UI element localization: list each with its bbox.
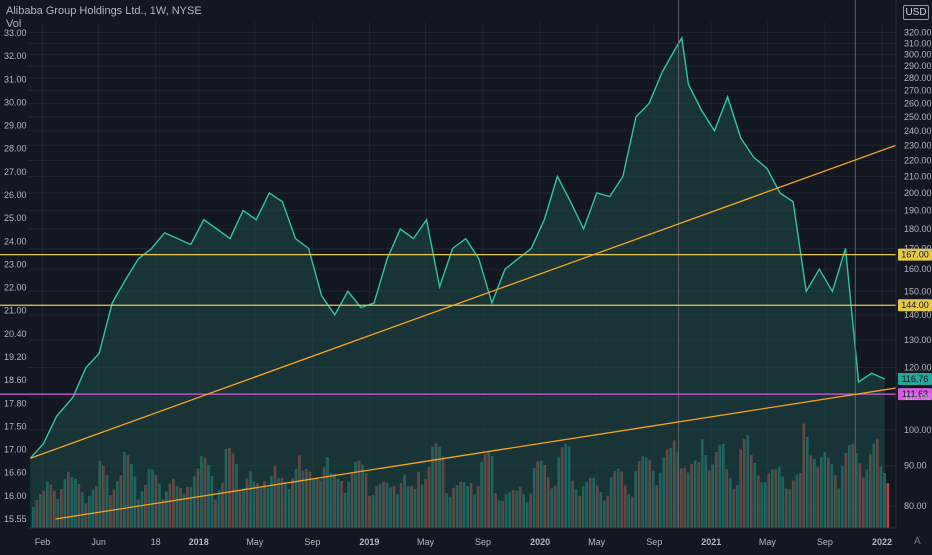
right-tick-label: 110.00 bbox=[904, 392, 931, 402]
right-tick-label: 300.00 bbox=[904, 50, 932, 60]
right-tick-label: 270.00 bbox=[904, 86, 932, 96]
left-tick-label: 31.00 bbox=[4, 74, 27, 84]
left-tick-label: 32.00 bbox=[4, 51, 27, 61]
price-line bbox=[29, 35, 886, 459]
left-tick-label: 27.00 bbox=[4, 167, 27, 177]
left-tick-label: 17.00 bbox=[4, 445, 27, 455]
right-tick-label: 210.00 bbox=[904, 171, 932, 181]
time-tick-label: Sep bbox=[475, 537, 491, 547]
chart-legend: Alibaba Group Holdings Ltd., 1W, NYSE Vo… bbox=[6, 5, 202, 31]
right-tick-label: 160.00 bbox=[904, 264, 932, 274]
right-tick-label: 230.00 bbox=[904, 140, 932, 150]
left-tick-label: 24.00 bbox=[4, 236, 27, 246]
time-tick-label: 2018 bbox=[189, 537, 209, 547]
left-tick-label: 33.00 bbox=[4, 28, 27, 38]
left-price-scale: 33.00 32.00 31.00 30.00 29.00 28.00 27.00 26.00… bbox=[4, 28, 27, 524]
left-tick-label: 20.40 bbox=[4, 329, 27, 339]
left-tick-label: 22.00 bbox=[4, 283, 27, 293]
right-tick-label: 120.00 bbox=[904, 362, 932, 372]
level-price-tag bbox=[898, 373, 932, 386]
time-tick-label: 2020 bbox=[530, 537, 550, 547]
price-area-fill bbox=[30, 37, 885, 529]
trend-line bbox=[30, 144, 897, 459]
left-tick-label: 16.60 bbox=[4, 468, 27, 478]
left-tick-label: 18.60 bbox=[4, 375, 27, 385]
right-tick-label: 190.00 bbox=[904, 206, 932, 216]
time-tick-label: May bbox=[417, 537, 435, 547]
legend-title: Alibaba Group Holdings Ltd., 1W, NYSE bbox=[6, 5, 202, 17]
left-tick-label: 15.55 bbox=[4, 514, 27, 524]
drawing-lines: 167.00 144.00 116.76 111.63 bbox=[0, 0, 932, 528]
time-tick-label: Sep bbox=[646, 537, 662, 547]
time-tick-label: Sep bbox=[817, 537, 833, 547]
right-tick-label: 320.00 bbox=[904, 28, 932, 38]
right-tick-label: 200.00 bbox=[904, 188, 932, 198]
time-tick-label: Sep bbox=[304, 537, 320, 547]
right-tick-label: 170.00 bbox=[904, 244, 932, 254]
left-tick-label: 19.20 bbox=[4, 352, 27, 362]
left-tick-label: 17.50 bbox=[4, 421, 27, 431]
time-axis: Feb Jun 18 2018 May Sep 2019 May Sep 2020 May Sep 20… bbox=[28, 527, 896, 547]
level-price-tag-label: 111.63 bbox=[902, 389, 928, 399]
currency-badge[interactable]: USD bbox=[903, 5, 929, 20]
right-tick-label: 80.00 bbox=[904, 501, 927, 511]
left-tick-label: 26.00 bbox=[4, 190, 27, 200]
level-price-tag-label: 116.76 bbox=[902, 374, 929, 384]
level-price-tag bbox=[898, 299, 932, 312]
time-tick-label: Jun bbox=[91, 537, 106, 547]
level-price-tag-label: 144.00 bbox=[901, 300, 929, 310]
time-tick-label: Feb bbox=[35, 537, 51, 547]
left-tick-label: 16.00 bbox=[4, 491, 27, 501]
right-tick-label: 180.00 bbox=[904, 224, 932, 234]
right-tick-label: 280.00 bbox=[904, 73, 932, 83]
right-tick-label: 150.00 bbox=[904, 286, 932, 296]
right-tick-label: 130.00 bbox=[904, 335, 932, 345]
time-tick-label: 2019 bbox=[359, 537, 379, 547]
level-price-tag-label: 167.00 bbox=[901, 250, 929, 260]
right-tick-label: 290.00 bbox=[904, 61, 932, 71]
time-tick-label: 2021 bbox=[701, 537, 721, 547]
time-tick-label: 18 bbox=[151, 537, 161, 547]
left-tick-label: 21.00 bbox=[4, 306, 27, 316]
left-tick-label: 29.00 bbox=[4, 121, 27, 131]
trend-line bbox=[55, 387, 897, 520]
time-tick-label: May bbox=[246, 537, 264, 547]
left-tick-label: 17.80 bbox=[4, 398, 27, 408]
right-tick-label: 90.00 bbox=[904, 461, 927, 471]
left-tick-label: 30.00 bbox=[4, 97, 27, 107]
time-tick-label: 2022 bbox=[872, 537, 892, 547]
level-price-tag bbox=[898, 388, 932, 401]
right-tick-label: 240.00 bbox=[904, 126, 932, 136]
right-tick-label: 140.00 bbox=[904, 310, 932, 320]
left-tick-label: 25.00 bbox=[4, 213, 27, 223]
price-area bbox=[29, 35, 886, 529]
legend-volume-label: Vol bbox=[6, 18, 22, 30]
time-tick-label: May bbox=[588, 537, 606, 547]
auto-scale-button[interactable]: A bbox=[914, 536, 921, 547]
left-tick-label: 23.00 bbox=[4, 259, 27, 269]
left-tick-label: 28.00 bbox=[4, 144, 27, 154]
right-tick-label: 260.00 bbox=[904, 98, 932, 108]
right-tick-label: 310.00 bbox=[904, 38, 932, 48]
volume-bar bbox=[886, 483, 890, 528]
time-tick-label: May bbox=[759, 537, 777, 547]
level-price-tag bbox=[898, 248, 932, 261]
right-tick-label: 100.00 bbox=[904, 425, 932, 435]
right-tick-label: 250.00 bbox=[904, 112, 932, 122]
right-tick-label: 220.00 bbox=[904, 155, 932, 165]
